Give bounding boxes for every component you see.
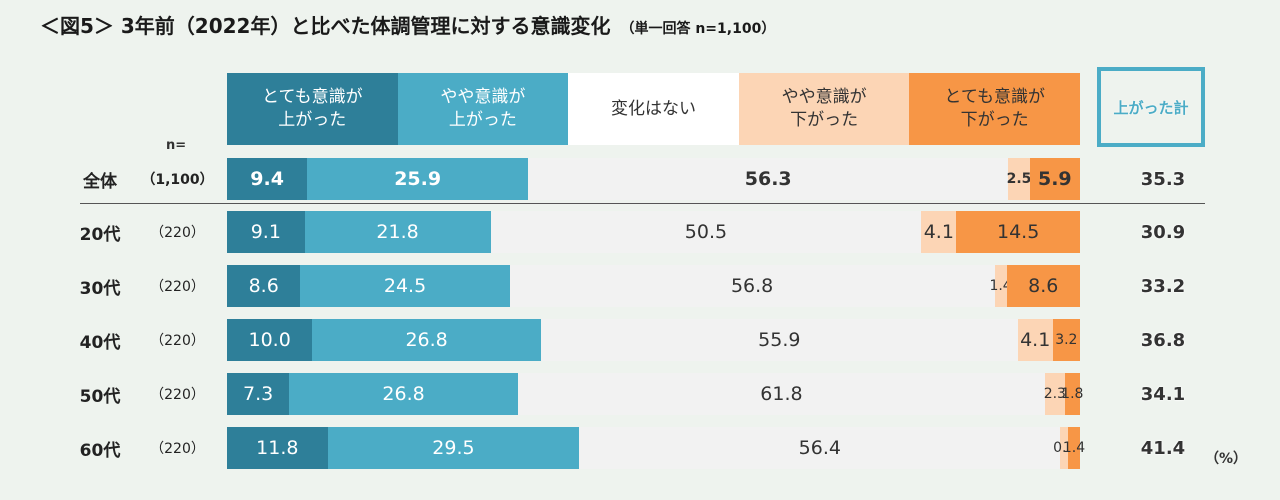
total-header: 上がった計 [1097, 67, 1205, 147]
title-block: ＜図5＞ 3年前（2022年）と比べた体調管理に対する意識変化 （単一回答 n=1… [40, 10, 775, 39]
bar-segment: 25.9 [307, 158, 529, 200]
total-value: 33.2 [1140, 275, 1186, 297]
data-label: 4.1 [1020, 329, 1051, 351]
legend-item: とても意識が 上がった [227, 73, 398, 145]
bar-segment: 7.3 [227, 373, 290, 415]
category-label: 全体 [83, 171, 117, 192]
bar-segment: 21.8 [304, 211, 491, 253]
data-label: 61.8 [760, 383, 803, 405]
bar-segment: 26.8 [312, 319, 541, 361]
data-label: 5.9 [1037, 168, 1072, 190]
bar-segment: 24.5 [300, 265, 510, 307]
bar-segment: 3.2 [1052, 319, 1080, 361]
total-value: 35.3 [1140, 168, 1186, 190]
category-label: 50代 [79, 386, 121, 407]
bar-segment: 1.4 [989, 265, 1012, 307]
legend-item: やや意識が 下がった [738, 73, 910, 145]
bar-segment: 56.3 [528, 158, 1009, 200]
bar-segment: 2.5 [1007, 158, 1031, 200]
bar-segment: 1.8 [1061, 373, 1083, 415]
unit-label: （%） [1205, 451, 1248, 467]
data-label: 50.5 [684, 221, 728, 243]
n-header: n= [166, 138, 187, 153]
legend-item: とても意識が 下がった [909, 73, 1080, 145]
bar-segment: 8.6 [1006, 265, 1080, 307]
bar-segment: 9.4 [227, 158, 308, 200]
data-label: 25.9 [394, 168, 442, 190]
data-label: 4.1 [923, 221, 954, 243]
bar-segment: 9.1 [227, 211, 305, 253]
data-label: 26.8 [405, 329, 448, 351]
data-label: 56.4 [798, 437, 841, 459]
n-label: （220） [150, 279, 205, 295]
bar-segment: 50.5 [490, 211, 922, 253]
data-label: 8.6 [1028, 275, 1059, 297]
n-label: （220） [150, 387, 205, 403]
data-label: 55.9 [758, 329, 801, 351]
total-value: 41.4 [1140, 437, 1186, 459]
bar-segment: 4.1 [1017, 319, 1053, 361]
n-label: （1,100） [141, 172, 214, 188]
bar-segment: 5.9 [1029, 158, 1080, 200]
total-value: 36.8 [1140, 329, 1186, 351]
total-value: 30.9 [1140, 221, 1186, 243]
data-label: 21.8 [376, 221, 419, 243]
data-label: 1.4 [1062, 440, 1086, 456]
bar-segment: 56.4 [579, 427, 1061, 469]
data-label: 26.8 [382, 383, 425, 405]
n-label: （220） [150, 441, 205, 457]
data-label: 56.8 [730, 275, 774, 297]
legend-item: やや意識が 上がった [397, 73, 569, 145]
data-label: 7.3 [243, 383, 274, 405]
data-label: 1.8 [1061, 386, 1084, 402]
bar-segment: 11.8 [227, 427, 328, 469]
bar-segment: 1.4 [1063, 427, 1085, 469]
separator [80, 203, 1205, 204]
bar-segment: 14.5 [956, 211, 1080, 253]
bar-segment: 2.3 [1044, 373, 1066, 415]
bar-segment: 26.8 [289, 373, 518, 415]
bar-segment: 10.0 [227, 319, 313, 361]
data-label: 2.3 [1043, 386, 1066, 402]
category-label: 30代 [79, 278, 121, 299]
n-label: （220） [150, 225, 205, 241]
data-label: 14.5 [996, 221, 1040, 243]
category-label: 60代 [79, 440, 121, 461]
data-label: 2.5 [1006, 171, 1032, 187]
bar-segment: 8.6 [227, 265, 301, 307]
category-label: 20代 [79, 224, 121, 245]
bar-segment: 55.9 [540, 319, 1018, 361]
data-label: 9.4 [250, 168, 284, 190]
data-label: 56.3 [744, 168, 792, 190]
data-label: 29.5 [432, 437, 475, 459]
data-label: 1.4 [989, 278, 1012, 294]
total-value: 34.1 [1140, 383, 1186, 405]
data-label: 8.6 [248, 275, 279, 297]
bar-segment: 61.8 [517, 373, 1045, 415]
data-label: 11.8 [256, 437, 299, 459]
chart-title: ＜図5＞ 3年前（2022年）と比べた体調管理に対する意識変化 [40, 14, 611, 38]
bar-segment: 4.1 [921, 211, 957, 253]
legend-item: 変化はない [568, 73, 739, 145]
category-label: 40代 [79, 332, 121, 353]
data-label: 24.5 [383, 275, 427, 297]
data-label: 3.2 [1055, 332, 1078, 348]
chart-subtitle: （単一回答 n=1,100） [620, 21, 776, 37]
bar-segment: 56.8 [509, 265, 995, 307]
n-label: （220） [150, 333, 205, 349]
bar-segment: 29.5 [327, 427, 580, 469]
data-label: 9.1 [250, 221, 281, 243]
data-label: 10.0 [248, 329, 291, 351]
